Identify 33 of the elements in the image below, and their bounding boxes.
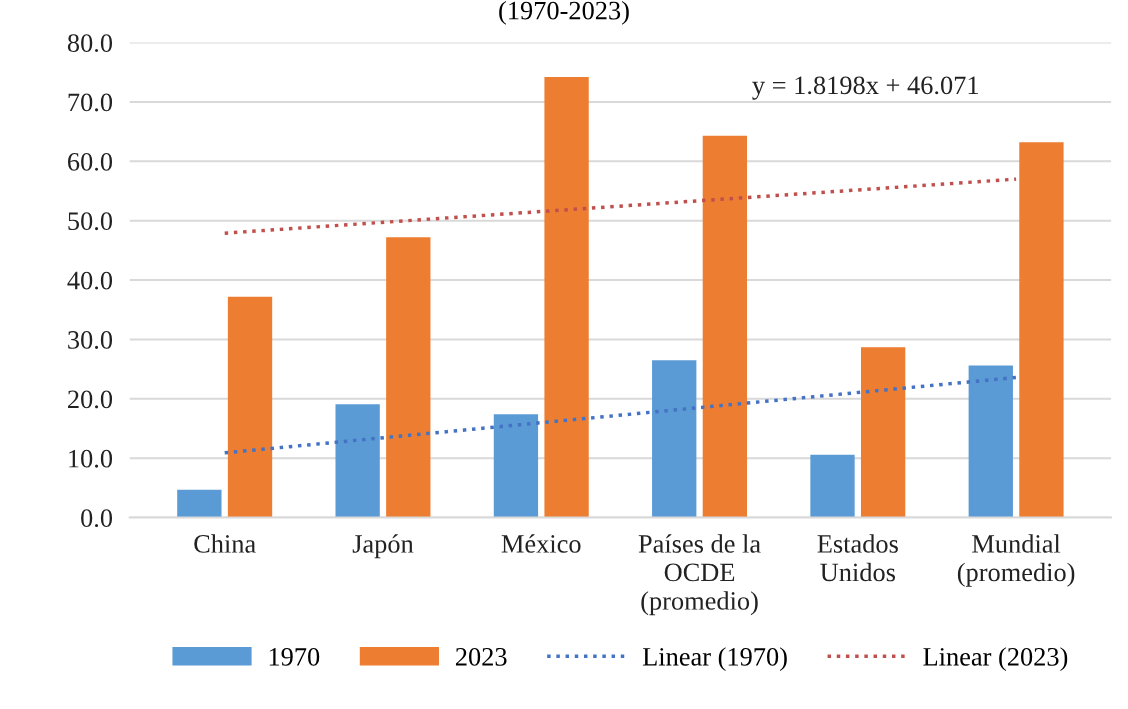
x-tick-label: Mundial (promedio) [957, 534, 1075, 587]
bar [860, 347, 906, 518]
bar [1019, 142, 1064, 518]
bar [652, 360, 697, 518]
bar [544, 76, 589, 518]
legend-label: 2023 [455, 647, 507, 666]
bar [386, 237, 431, 518]
y-tick-label: 20.0 [68, 390, 113, 409]
legend-label: Linear (1970) [642, 647, 787, 672]
legend-label: 1970 [269, 647, 320, 666]
x-tick-label: Estados Unidos [817, 534, 898, 582]
bar [968, 365, 1013, 518]
y-tick-label: 0.0 [81, 509, 113, 528]
y-tick-label: 80.0 [67, 34, 113, 53]
annotation: y = 1.8198x + 46.071 [752, 76, 978, 100]
x-tick-label: China [194, 534, 256, 553]
y-tick-label: 40.0 [67, 271, 113, 290]
y-tick-label: 70.0 [68, 93, 113, 112]
legend-label: Linear (2023) [923, 647, 1068, 672]
bar [335, 404, 380, 518]
bar [702, 135, 748, 518]
y-tick-label: 50.0 [68, 212, 113, 231]
bar [177, 489, 222, 518]
y-tick-label: 10.0 [69, 449, 113, 468]
x-tick-label: Japón [352, 534, 414, 559]
bar [810, 454, 855, 518]
y-tick-label: 30.0 [68, 331, 113, 349]
y-tick-label: 60.0 [68, 152, 113, 171]
chart-title: (1970-2023) [499, 0, 629, 25]
bar [227, 296, 273, 518]
x-tick-label: Países de la OCDE (promedio) [638, 534, 761, 616]
x-tick-label: México [501, 534, 581, 553]
bar [493, 414, 539, 518]
